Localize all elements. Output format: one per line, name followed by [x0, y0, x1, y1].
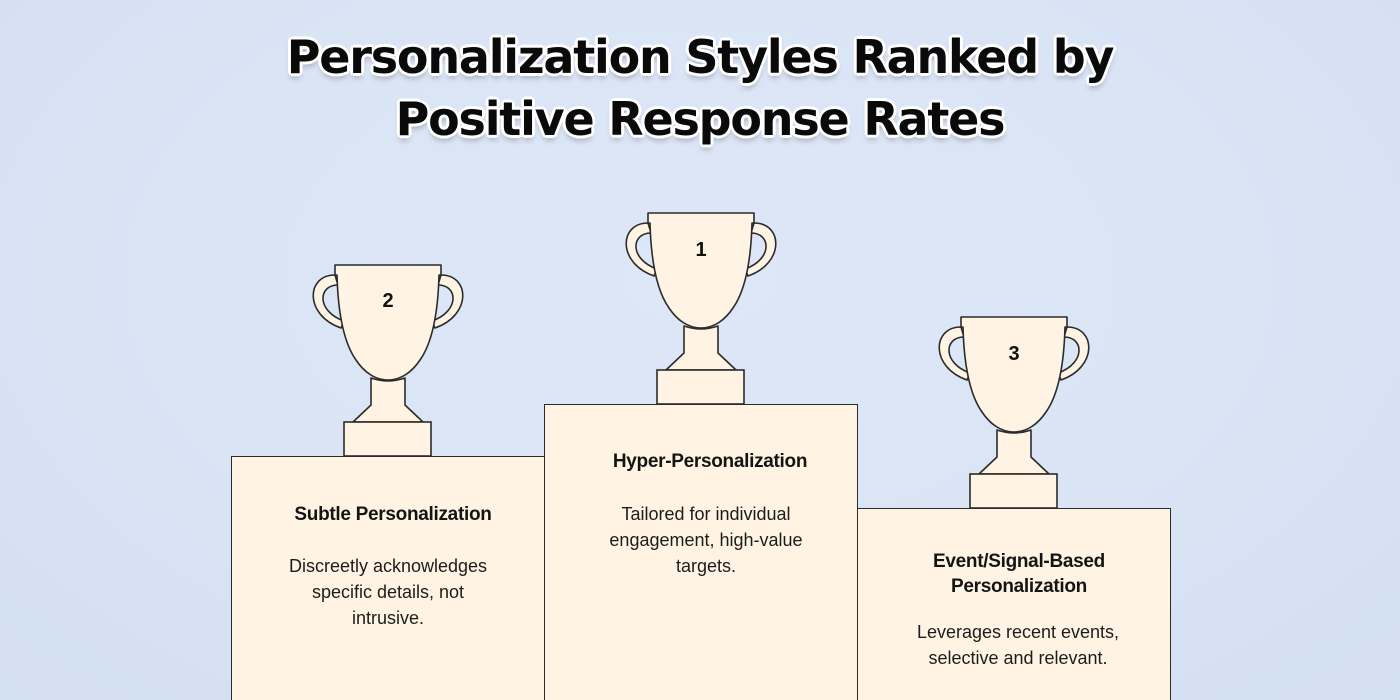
title-line-1: Personalization Styles Ranked by — [286, 30, 1115, 84]
podium-rank-1: Hyper-Personalization Tailored for indiv… — [544, 404, 858, 700]
trophy-rank-2: 2 — [308, 264, 488, 465]
podium-rank-3: Event/Signal-Based Personalization Lever… — [857, 508, 1171, 700]
podium-description: Leverages recent events, selective and r… — [916, 622, 1120, 668]
podium-title: Hyper-Personalization — [612, 451, 808, 472]
rank-number: 1 — [695, 239, 707, 261]
podium-title: Subtle Personalization — [294, 504, 492, 525]
podium-description: Discreetly acknowledges specific details… — [288, 556, 488, 628]
podium-title: Event/Signal-Based Personalization — [933, 551, 1105, 597]
rank-number: 2 — [382, 290, 394, 312]
trophy-icon — [312, 264, 464, 457]
page-title: Personalization Styles Ranked by Positiv… — [0, 26, 1400, 150]
trophy-rank-1: 1 — [621, 212, 801, 413]
trophy-icon — [938, 316, 1090, 509]
title-line-2: Positive Response Rates — [395, 92, 1006, 146]
podium-rank-2: Subtle Personalization Discreetly acknow… — [231, 456, 545, 700]
trophy-rank-3: 3 — [934, 316, 1114, 517]
podium-description: Tailored for individual engagement, high… — [609, 504, 803, 576]
trophy-icon — [625, 212, 777, 405]
rank-number: 3 — [1008, 343, 1020, 365]
